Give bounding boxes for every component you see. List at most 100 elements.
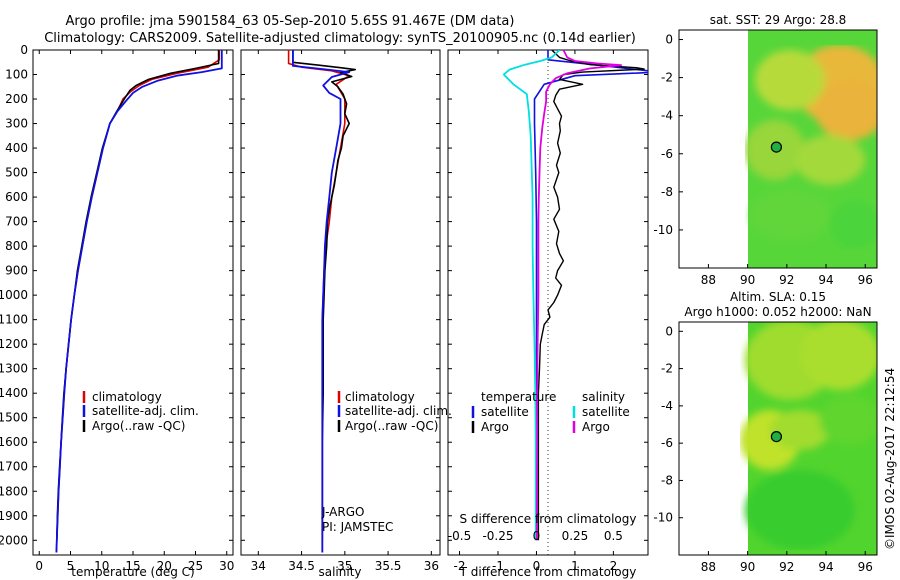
map-x-tick-label: 90 (740, 560, 755, 574)
depth-tick-label: 600 (5, 190, 28, 204)
map-y-tick-label: -6 (661, 436, 673, 450)
sst-map-title: sat. SST: 29 Argo: 28.8 (710, 13, 847, 27)
depth-tick-label: 1500 (0, 411, 28, 425)
depth-tick-label: 1200 (0, 337, 28, 351)
sla-map-title: Altim. SLA: 0.15 (730, 290, 826, 304)
title-line-1: Argo profile: jma 5901584_63 05-Sep-2010… (66, 14, 515, 29)
x-tick-label: 34 (251, 559, 266, 573)
salinity-legend: climatology satellite-adj. clim. Argo(..… (337, 390, 452, 433)
depth-axis: 0 100 200 300 400 500 600 700 800 900 1000 1100 1200… (0, 43, 28, 547)
salinity-plot-frame (240, 49, 441, 556)
temperature-plot-frame (32, 49, 234, 556)
depth-tick-label: 400 (5, 141, 28, 155)
depth-tick-label: 1600 (0, 435, 28, 449)
x-tick-label: 5 (67, 559, 75, 573)
difference-curves (502, 50, 648, 555)
depth-tick-label: 800 (5, 239, 28, 253)
series-line-satellite-adj-clim- (55, 50, 223, 553)
temperature-legend: climatology satellite-adj. clim. Argo(..… (82, 390, 199, 433)
map-x-tick-label: 96 (858, 273, 873, 287)
legend-label-argo: Argo(..raw -QC) (92, 419, 185, 433)
sla-map-axes: 88 90 92 94 96 0 -2 -4 -6 -8 -10 (653, 324, 872, 574)
x-tick-label: 30 (219, 559, 234, 573)
sla-map-subtitle: Argo h1000: 0.052 h2000: NaN (684, 305, 871, 319)
temperature-x-axis: 0 5 10 15 20 25 30 (33, 49, 234, 573)
map-y-tick-label: -2 (661, 71, 673, 85)
depth-tick-label: 0 (20, 43, 28, 57)
x-tick-label: 34.5 (288, 559, 315, 573)
legend-label-temperature-satellite: satellite (481, 405, 529, 419)
x-tick-label: 15 (125, 559, 140, 573)
depth-tick-label: 2000 (0, 533, 28, 547)
map-x-tick-label: 90 (740, 273, 755, 287)
series-line-salinity-satellite (502, 50, 561, 541)
salinity-x-axis: 34 34.5 35 35.5 36 (241, 49, 440, 573)
series-line-satellite-adj-clim- (291, 50, 351, 553)
x-tick-label-s: 0.5 (604, 529, 623, 543)
legend-label-argo: Argo(..raw -QC) (345, 419, 438, 433)
x-tick-label: 2 (610, 559, 618, 573)
x-tick-label-s: 0 (533, 529, 541, 543)
x-tick-label: 1 (571, 559, 579, 573)
legend-group-salinity: salinity (582, 390, 625, 404)
depth-tick-label: 1000 (0, 288, 28, 302)
series-line-salinity-argo (535, 50, 622, 541)
x-tick-label: 36 (424, 559, 439, 573)
salinity-axis-label: salinity (318, 565, 361, 579)
sst-map-axes: 88 90 92 94 96 0 -2 -4 -6 -8 -10 (653, 33, 872, 287)
map-y-tick-label: -10 (653, 223, 673, 237)
depth-tick-label: 100 (5, 68, 28, 82)
x-tick-label: -2 (454, 559, 466, 573)
x-tick-label: 10 (94, 559, 109, 573)
x-tick-label-s: -0.25 (482, 529, 513, 543)
sst-argo-marker (770, 141, 783, 153)
depth-tick-label: 700 (5, 215, 28, 229)
imos-timestamp: ©IMOS 02-Aug-2017 22:12:54 (883, 368, 897, 550)
legend-label-climatology: climatology (92, 390, 162, 404)
depth-tick-label: 500 (5, 166, 28, 180)
x-tick-label-s: -0.5 (448, 529, 471, 543)
legend-label-salinity-satellite: satellite (582, 405, 630, 419)
legend-group-temperature: temperature (481, 390, 556, 404)
series-line-climatology (55, 50, 221, 553)
depth-tick-label: 1700 (0, 460, 28, 474)
sla-map-frame (678, 321, 878, 556)
project-label: J-ARGO (321, 505, 364, 519)
legend-label-climatology: climatology (345, 390, 415, 404)
x-tick-label: 0 (35, 559, 43, 573)
difference-legend: temperature salinity satellite Argo sate… (471, 390, 630, 434)
salinity-difference-axis: -0.5 -0.25 0 0.25 0.5 (448, 529, 623, 543)
title-line-2: Climatology: CARS2009. Satellite-adjuste… (44, 31, 636, 46)
s-difference-axis-label: S difference from climatology (460, 512, 637, 526)
depth-tick-label: 200 (5, 92, 28, 106)
depth-tick-label: 1400 (0, 386, 28, 400)
temperature-axis-label: temperature (deg C) (71, 565, 194, 579)
map-y-tick-label: -6 (661, 147, 673, 161)
series-line-argo-raw-qc- (56, 50, 220, 541)
depth-tick-label: 1900 (0, 509, 28, 523)
map-y-tick-label: -8 (661, 473, 673, 487)
x-tick-label: -1 (492, 559, 504, 573)
difference-x-axis: -2 -1 0 1 2 (448, 49, 648, 573)
t-difference-axis-label: T difference from climatology (459, 565, 637, 579)
x-tick-label: 20 (157, 559, 172, 573)
x-tick-label: 0 (533, 559, 541, 573)
map-y-tick-label: -4 (661, 109, 673, 123)
map-y-tick-label: -4 (661, 399, 673, 413)
map-x-tick-label: 94 (818, 560, 833, 574)
temperature-curves (55, 50, 223, 553)
map-x-tick-label: 96 (858, 560, 873, 574)
map-y-tick-label: -10 (653, 511, 673, 525)
map-x-tick-label: 88 (701, 273, 716, 287)
x-tick-label: 25 (188, 559, 203, 573)
legend-label-satellite-adj: satellite-adj. clim. (92, 404, 199, 418)
salinity-curves (287, 50, 357, 553)
sla-map-field (740, 322, 877, 555)
map-x-tick-label: 94 (818, 273, 833, 287)
series-line-temperature-argo (537, 50, 645, 541)
series-line-temperature-satellite (533, 50, 648, 541)
legend-label-salinity-argo: Argo (582, 420, 610, 434)
map-y-tick-label: 0 (665, 33, 673, 47)
x-tick-label: 35.5 (375, 559, 402, 573)
